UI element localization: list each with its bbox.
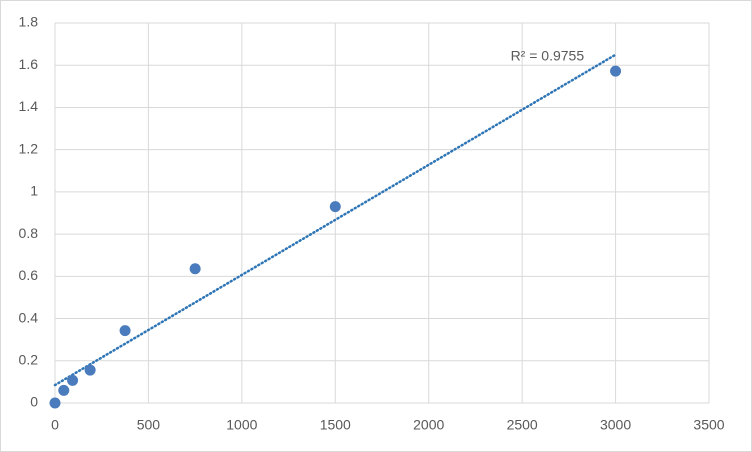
x-tick-label: 3500 — [693, 417, 724, 433]
x-tick-label: 1000 — [226, 417, 257, 433]
x-tick-label: 500 — [137, 417, 161, 433]
data-point — [67, 374, 79, 386]
x-tick-label: 3000 — [600, 417, 631, 433]
y-tick-label: 0.6 — [19, 267, 39, 283]
y-tick-label: 1.2 — [19, 140, 39, 156]
data-point — [119, 325, 131, 337]
trendline — [53, 53, 617, 387]
x-tick-label: 2000 — [413, 417, 444, 433]
data-point — [610, 65, 622, 77]
x-tick-label: 1500 — [320, 417, 351, 433]
y-tick-label: 0.8 — [19, 225, 39, 241]
y-tick-label: 1 — [30, 183, 38, 199]
data-point — [329, 201, 341, 213]
data-point — [49, 397, 61, 409]
x-tick-label: 2500 — [507, 417, 538, 433]
y-tick-label: 1.8 — [19, 14, 39, 30]
y-tick-label: 0.2 — [19, 351, 39, 367]
x-tick-label: 0 — [51, 417, 59, 433]
data-point — [189, 263, 201, 275]
y-tick-label: 1.4 — [19, 98, 39, 114]
y-tick-label: 0.4 — [19, 309, 39, 325]
y-tick-label: 1.6 — [19, 56, 39, 72]
data-point — [84, 364, 96, 376]
y-tick-label: 0 — [30, 394, 38, 410]
trendline-label: R² = 0.9755 — [511, 47, 585, 63]
data-point — [58, 384, 70, 396]
